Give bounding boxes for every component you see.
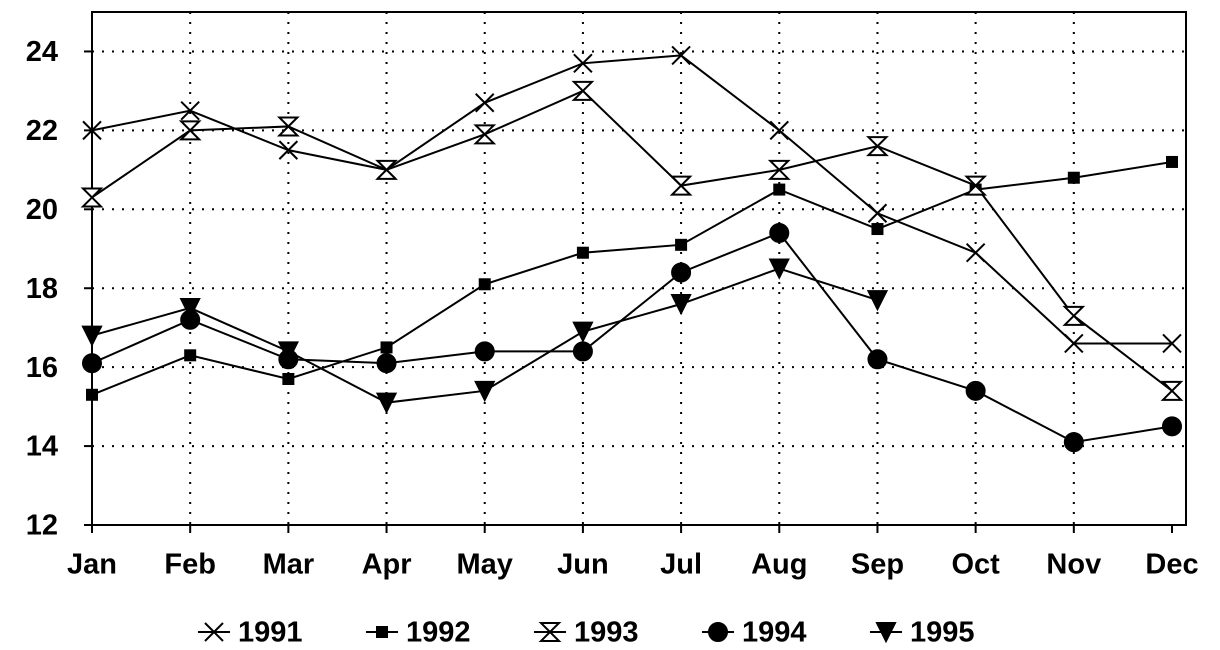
- marker: [375, 159, 398, 180]
- marker: [82, 353, 102, 374]
- marker: [277, 341, 299, 363]
- marker: [572, 321, 594, 343]
- marker: [671, 45, 691, 66]
- marker: [1160, 380, 1184, 401]
- series-line: [91, 89, 1173, 392]
- marker: [473, 124, 497, 145]
- x-tick-label: Apr: [362, 549, 412, 581]
- marker: [474, 380, 496, 403]
- series-line: [91, 231, 1173, 444]
- marker: [375, 392, 398, 414]
- legend-marker: [875, 622, 897, 644]
- series-line: [91, 160, 1173, 396]
- marker: [81, 325, 103, 347]
- marker: [768, 258, 790, 280]
- y-tick-label: 24: [26, 36, 58, 68]
- plot-frame: [91, 11, 1187, 526]
- legend-label: 1994: [742, 617, 807, 649]
- legend-label: 1993: [574, 617, 639, 649]
- marker: [80, 187, 104, 208]
- marker: [669, 175, 693, 196]
- y-tick-label: 18: [26, 273, 58, 305]
- x-tick-label: Oct: [951, 549, 1000, 581]
- marker: [964, 175, 988, 196]
- marker: [475, 93, 495, 113]
- marker: [1067, 171, 1080, 184]
- legend-marker: [538, 622, 562, 642]
- y-tick-label: 12: [26, 510, 58, 542]
- marker: [769, 222, 790, 243]
- marker: [1062, 305, 1086, 326]
- marker: [276, 116, 300, 137]
- marker: [1063, 432, 1084, 453]
- series-line: [91, 54, 1172, 345]
- marker: [1166, 155, 1178, 168]
- marker: [178, 120, 202, 141]
- marker: [1064, 333, 1084, 354]
- legend-marker: [708, 622, 728, 642]
- x-tick-label: Jun: [557, 549, 609, 581]
- marker: [867, 349, 888, 370]
- marker: [572, 341, 593, 362]
- marker: [474, 341, 495, 362]
- x-tick-label: Sep: [851, 549, 904, 581]
- marker: [278, 140, 299, 160]
- x-tick-label: May: [457, 549, 513, 581]
- x-tick-label: Mar: [263, 549, 315, 581]
- y-tick-label: 22: [26, 115, 58, 147]
- marker: [773, 183, 786, 196]
- marker: [180, 100, 200, 121]
- marker: [866, 136, 889, 157]
- marker: [675, 238, 688, 251]
- marker: [82, 120, 102, 141]
- x-tick-label: Feb: [164, 549, 216, 581]
- marker: [376, 353, 397, 374]
- marker: [478, 278, 491, 291]
- marker: [670, 294, 692, 316]
- marker: [965, 380, 986, 401]
- marker: [866, 290, 889, 312]
- y-tick-label: 20: [26, 194, 58, 226]
- marker: [573, 53, 593, 74]
- marker: [1162, 416, 1182, 437]
- marker: [571, 80, 595, 101]
- x-tick-label: Jul: [660, 549, 702, 581]
- x-tick-label: Dec: [1145, 549, 1198, 581]
- marker: [769, 120, 789, 141]
- legend-label: 1992: [406, 617, 471, 649]
- marker: [767, 159, 791, 180]
- legend-label: 1991: [238, 617, 303, 649]
- marker: [671, 262, 692, 283]
- x-tick-label: Nov: [1046, 549, 1101, 581]
- legend-marker: [204, 622, 224, 642]
- x-tick-label: Aug: [751, 549, 807, 581]
- y-tick-label: 14: [26, 431, 58, 463]
- marker: [576, 246, 589, 259]
- marker: [282, 372, 295, 385]
- marker: [1162, 333, 1182, 354]
- marker: [179, 297, 201, 320]
- marker: [871, 223, 884, 236]
- x-tick-label: Jan: [67, 549, 117, 581]
- legend-label: 1995: [910, 617, 975, 649]
- marker: [380, 341, 393, 354]
- marker: [184, 349, 197, 362]
- y-tick-label: 16: [26, 352, 58, 384]
- legend-marker: [376, 626, 388, 638]
- marker: [867, 203, 888, 223]
- marker: [86, 388, 98, 401]
- marker: [965, 243, 986, 263]
